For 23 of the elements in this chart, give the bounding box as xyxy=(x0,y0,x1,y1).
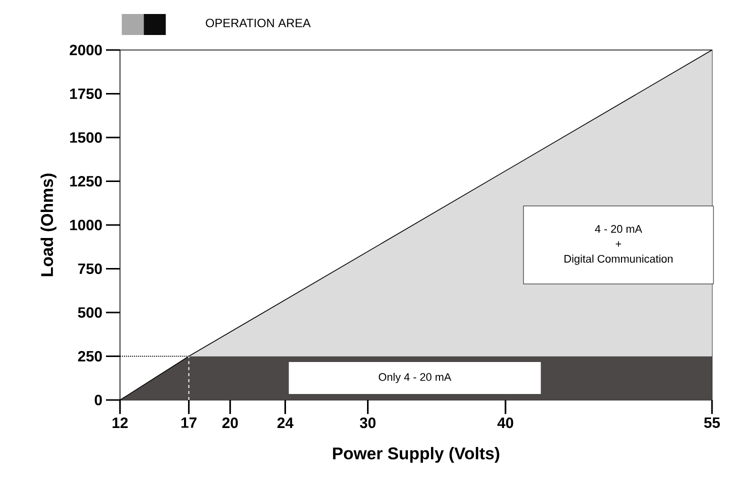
y-axis-title: Load (Ohms) xyxy=(40,174,56,276)
y-tick-label: 250 xyxy=(78,350,102,362)
y-tick-label: 1750 xyxy=(70,88,102,100)
x-tick-label: 20 xyxy=(222,418,238,428)
y-tick-label: 0 xyxy=(94,394,102,406)
y-tick-label: 1000 xyxy=(70,220,102,230)
y-tick-label: 1250 xyxy=(70,176,102,187)
y-tick-label: 2000 xyxy=(70,44,102,56)
y-tick-label: 750 xyxy=(78,263,102,274)
x-tick-label: 55 xyxy=(704,418,720,428)
x-tick-label: 12 xyxy=(112,418,128,428)
x-tick-label: 40 xyxy=(497,418,514,428)
x-tick-label: 24 xyxy=(277,418,294,428)
y-tick-label: 1500 xyxy=(70,132,102,143)
annotation: + xyxy=(616,241,622,247)
text: OPERATION AREA xyxy=(206,18,311,28)
x-tick-label: 17 xyxy=(181,418,196,428)
annotation: Digital Communication xyxy=(564,254,673,265)
annotation: Only 4 - 20 mA xyxy=(378,372,452,384)
annotation: 4 - 20 mA xyxy=(594,225,642,233)
y-tick-label: 500 xyxy=(78,307,102,318)
x-axis-title: Power Supply (Volts) xyxy=(333,446,500,463)
x-tick-label: 30 xyxy=(360,418,376,428)
